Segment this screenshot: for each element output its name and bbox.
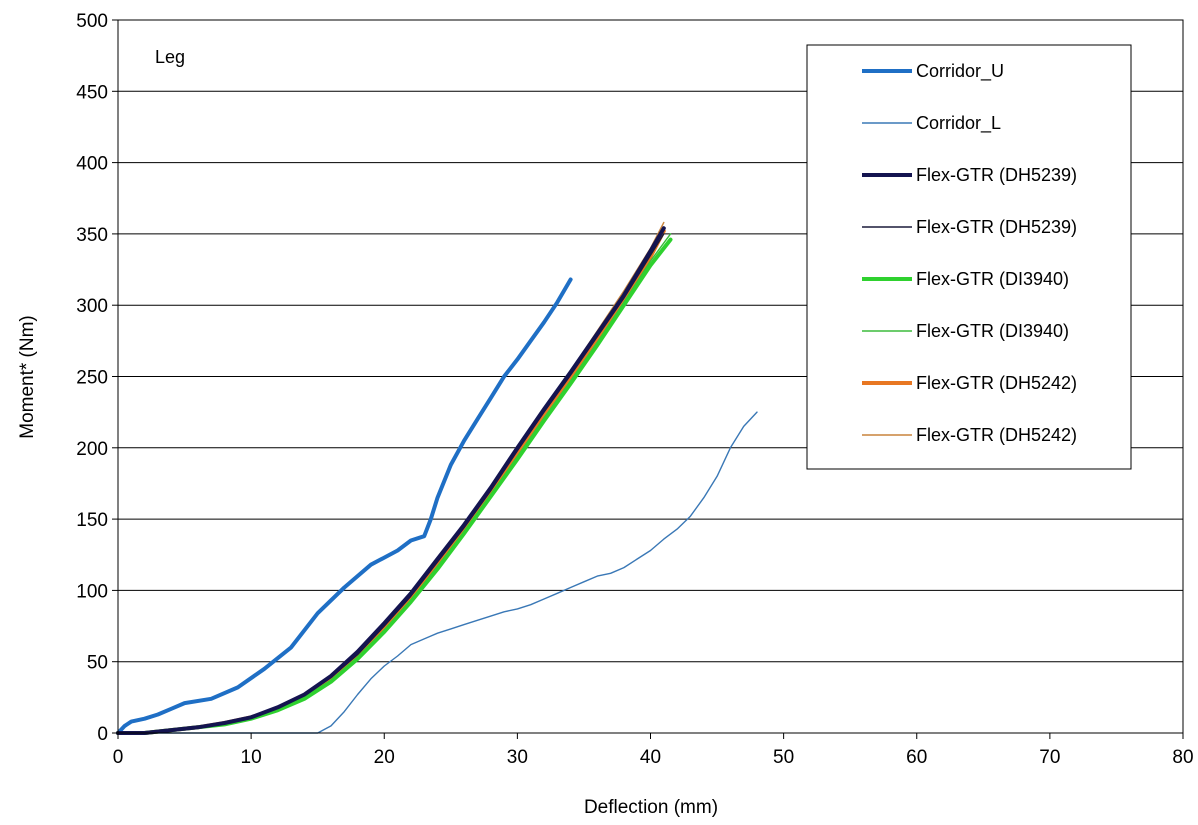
y-tick-label-2: 100 [76,581,108,602]
legend-box [806,44,1132,470]
x-tick-label-2: 20 [374,747,395,768]
legend-label-6: Flex-GTR (DH5242) [916,373,1077,393]
legend-label-7: Flex-GTR (DH5242) [916,425,1077,445]
y-tick-label-1: 50 [87,653,108,674]
legend-label-2: Flex-GTR (DH5239) [916,165,1077,185]
y-axis-title: Moment* (Nm) [17,315,38,439]
y-tick-label-4: 200 [76,439,108,460]
legend-label-4: Flex-GTR (DI3940) [916,269,1069,289]
y-tick-label-3: 150 [76,510,108,531]
legend-label-5: Flex-GTR (DI3940) [916,321,1069,341]
annotation-leg: Leg [155,47,185,67]
x-tick-label-0: 0 [113,747,124,768]
y-tick-label-8: 400 [76,154,108,175]
y-axis-ticks: 0 50 100 150 200 250 300 350 400 450 500 [76,11,118,745]
x-tick-label-3: 30 [507,747,528,768]
y-tick-label-9: 450 [76,82,108,103]
x-tick-label-6: 60 [906,747,927,768]
y-tick-label-7: 350 [76,225,108,246]
y-tick-label-0: 0 [97,724,108,745]
x-tick-label-4: 40 [640,747,661,768]
series-line-3 [117,233,665,734]
y-tick-label-6: 300 [76,296,108,317]
x-tick-label-8: 80 [1172,747,1193,768]
x-tick-label-5: 50 [773,747,794,768]
series-line-2 [116,226,666,735]
series-lines [116,221,758,735]
series-line-7 [117,221,665,734]
legend-label-3: Flex-GTR (DH5239) [916,217,1077,237]
x-tick-label-7: 70 [1039,747,1060,768]
legend-label-0: Corridor_U [916,61,1004,82]
gridlines [118,90,1183,663]
series-line-1 [117,411,758,734]
legend: Corridor_U Corridor_L Flex-GTR (DH5239) Fle… [806,44,1132,470]
legend-label-1: Corridor_L [916,113,1001,134]
x-axis-ticks: 0 10 20 30 40 50 60 70 80 [113,733,1194,768]
series-line-6 [116,229,666,735]
y-tick-label-5: 250 [76,368,108,389]
x-tick-label-1: 10 [241,747,262,768]
series-line-0 [116,277,573,735]
y-tick-label-10: 500 [76,11,108,32]
x-axis-title: Deflection (mm) [584,797,718,818]
